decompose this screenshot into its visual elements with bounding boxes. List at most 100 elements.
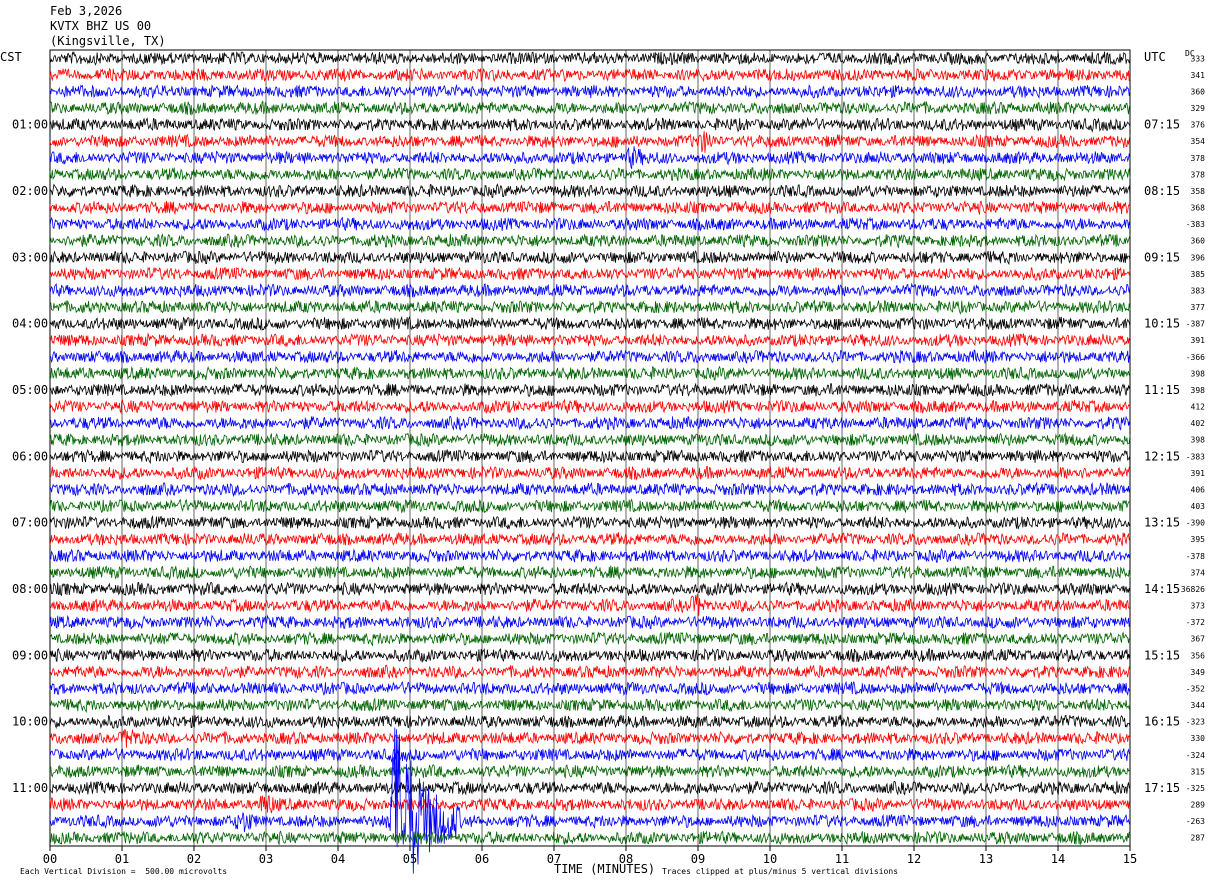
dc-offset-label: 341 (1191, 71, 1206, 80)
seismic-trace (49, 714, 1131, 730)
x-tick-label: 01 (115, 852, 129, 866)
utc-hour-label: 10:15 (1144, 317, 1180, 331)
dc-offset-label: -325 (1186, 784, 1205, 793)
seismic-trace (49, 680, 1131, 697)
dc-offset-label: 398 (1191, 386, 1206, 395)
seismic-trace (49, 199, 1131, 216)
dc-offset-label: -387 (1186, 320, 1205, 329)
utc-hour-label: 16:15 (1144, 715, 1180, 729)
dc-offset-label: 378 (1191, 170, 1206, 179)
utc-hour-label: 17:15 (1144, 781, 1180, 795)
seismic-trace (49, 131, 1131, 153)
seismic-trace (49, 67, 1131, 83)
utc-hour-label: 11:15 (1144, 383, 1180, 397)
x-tick-label: 03 (259, 852, 273, 866)
x-tick-label: 14 (1051, 852, 1065, 866)
seismic-trace (49, 664, 1131, 680)
seismic-trace (49, 647, 1131, 663)
dc-offset-label: 398 (1191, 436, 1206, 445)
seismic-trace (49, 167, 1131, 182)
division-note: Each Vertical Division = 500.00 microvol… (20, 867, 228, 876)
dc-offset-label: -383 (1186, 220, 1205, 229)
cst-hour-label: 05:00 (12, 383, 48, 397)
dc-offset-label: 344 (1191, 701, 1206, 710)
seismic-trace (49, 498, 1131, 514)
dc-offset-label: 406 (1191, 485, 1206, 494)
cst-hour-label: 02:00 (12, 184, 48, 198)
cst-hour-label: 08:00 (12, 582, 48, 596)
cst-hour-label: 03:00 (12, 250, 48, 264)
right-timezone-label: UTC (1144, 50, 1166, 64)
utc-hour-label: 07:15 (1144, 118, 1180, 132)
seismic-trace (49, 565, 1131, 581)
x-tick-label: 05 (403, 852, 417, 866)
x-tick-label: 08 (619, 852, 633, 866)
cst-hour-label: 11:00 (12, 781, 48, 795)
clip-note: Traces clipped at plus/minus 5 vertical … (662, 867, 899, 876)
dc-offset-label: 398 (1191, 369, 1206, 378)
dc-offset-label: 391 (1191, 469, 1206, 478)
dc-offset-label: 358 (1191, 187, 1206, 196)
seismic-trace (49, 727, 1131, 874)
seismic-trace (49, 50, 1131, 66)
dc-offset-label: 368 (1191, 204, 1206, 213)
seismic-trace (49, 594, 1131, 616)
date-label: Feb 3,2026 (50, 4, 123, 18)
seismic-trace (49, 315, 1131, 332)
x-tick-label: 12 (907, 852, 921, 866)
utc-hour-label: 08:15 (1144, 184, 1180, 198)
dc-offset-label: 391 (1191, 336, 1206, 345)
dc-offset-label: -352 (1186, 684, 1205, 693)
seismic-trace (49, 349, 1131, 365)
dc-offset-label: -36826 (1176, 585, 1205, 594)
seismic-trace (49, 465, 1131, 481)
seismic-trace (49, 415, 1131, 431)
seismic-trace (49, 146, 1131, 170)
seismic-trace (49, 432, 1131, 448)
seismic-trace (49, 514, 1131, 530)
x-tick-label: 15 (1123, 852, 1137, 866)
seismic-trace (49, 631, 1131, 647)
dc-offset-label: -324 (1186, 751, 1205, 760)
seismic-trace (49, 747, 1131, 763)
x-axis-title: TIME (MINUTES) (554, 862, 656, 876)
dc-offset-label: 289 (1191, 801, 1206, 810)
x-tick-label: 13 (979, 852, 993, 866)
dc-offset-label: 374 (1191, 568, 1206, 577)
seismic-trace (49, 183, 1131, 199)
seismic-trace (49, 249, 1131, 266)
left-timezone-label: CST (0, 50, 22, 64)
cst-hour-label: 10:00 (12, 715, 48, 729)
dc-offset-label: -383 (1186, 452, 1205, 461)
dc-offset-label: -366 (1186, 353, 1205, 362)
seismic-trace (49, 547, 1131, 564)
dc-offset-label: 349 (1191, 668, 1206, 677)
dc-offset-label: 360 (1191, 87, 1206, 96)
seismic-trace (49, 398, 1131, 415)
seismic-trace (49, 697, 1131, 714)
x-tick-label: 11 (835, 852, 849, 866)
dc-offset-label: 287 (1191, 834, 1206, 843)
seismic-trace (49, 332, 1131, 348)
utc-hour-label: 15:15 (1144, 648, 1180, 662)
seismic-trace (49, 531, 1131, 547)
seismic-trace (49, 763, 1131, 779)
seismic-trace (49, 116, 1131, 133)
seismic-trace (49, 780, 1131, 796)
seismic-trace (49, 365, 1131, 381)
seismic-trace (49, 282, 1131, 299)
seismic-trace (49, 581, 1131, 597)
dc-offset-label: -372 (1186, 618, 1205, 627)
seismic-trace (49, 233, 1131, 249)
dc-label: DC (1185, 49, 1195, 58)
cst-hour-label: 01:00 (12, 118, 48, 132)
x-tick-label: 02 (187, 852, 201, 866)
x-tick-label: 07 (547, 852, 561, 866)
dc-offset-label: 376 (1191, 121, 1206, 130)
dc-offset-label: 354 (1191, 137, 1206, 146)
cst-hour-label: 09:00 (12, 648, 48, 662)
dc-offset-label: 330 (1191, 734, 1206, 743)
x-tick-label: 09 (691, 852, 705, 866)
utc-hour-label: 14:15 (1144, 582, 1180, 596)
seismic-trace (49, 448, 1131, 465)
